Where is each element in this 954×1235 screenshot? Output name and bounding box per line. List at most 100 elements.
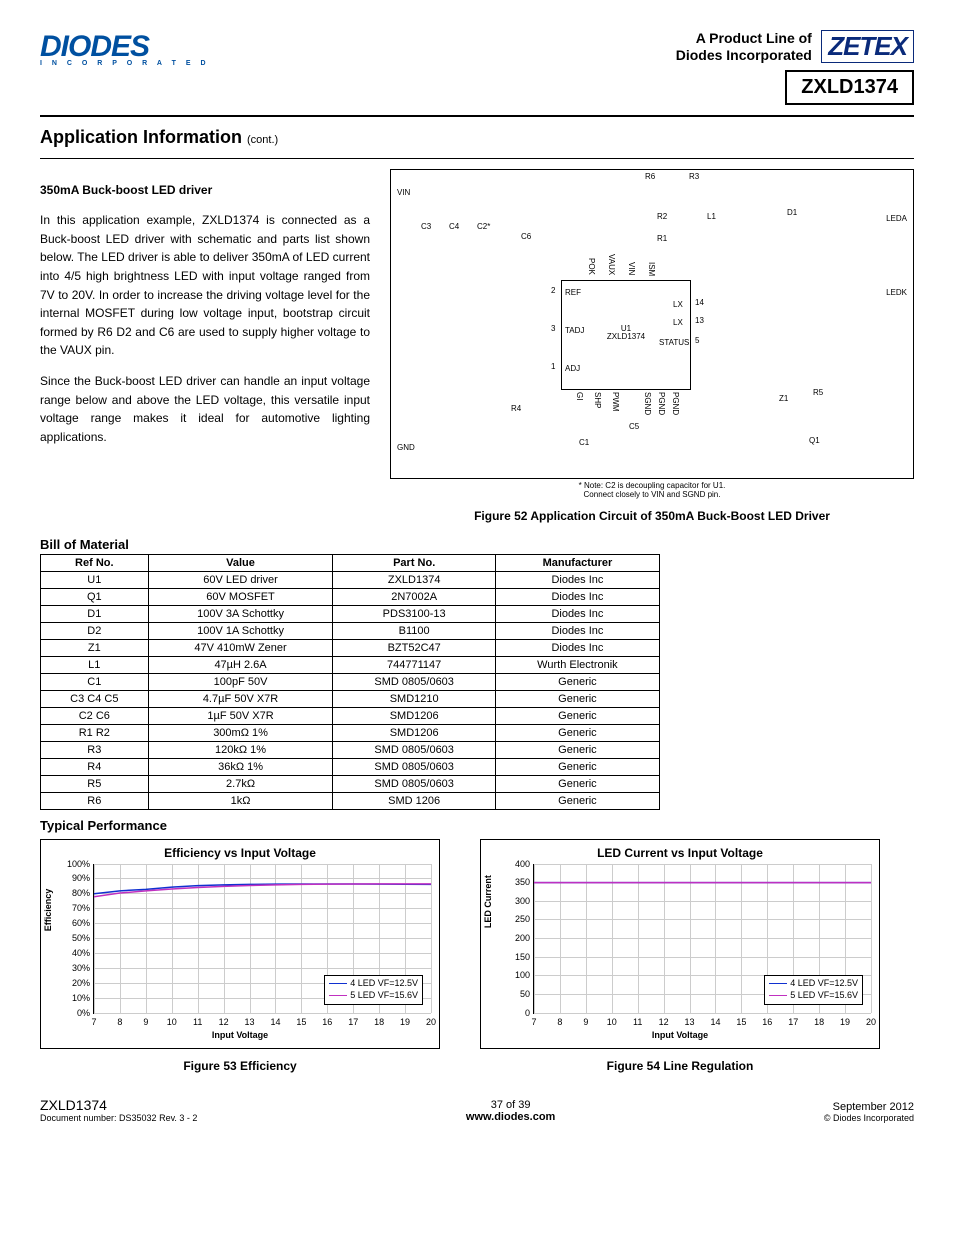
table-cell: 100V 1A Schottky bbox=[148, 622, 333, 639]
y-tick: 80% bbox=[54, 888, 90, 898]
table-cell: ZXLD1374 bbox=[333, 571, 495, 588]
comp-label: R4 bbox=[511, 404, 521, 413]
table-cell: Diodes Inc bbox=[495, 571, 659, 588]
y-tick: 100% bbox=[54, 859, 90, 869]
y-tick: 150 bbox=[494, 952, 530, 962]
pin-label: LX bbox=[673, 300, 683, 309]
table-row: Q160V MOSFET2N7002ADiodes Inc bbox=[41, 588, 660, 605]
table-cell: R4 bbox=[41, 758, 149, 775]
table-cell: 2N7002A bbox=[333, 588, 495, 605]
table-cell: 2.7kΩ bbox=[148, 775, 333, 792]
x-tick: 15 bbox=[736, 1017, 746, 1027]
table-cell: C3 C4 C5 bbox=[41, 690, 149, 707]
x-tick: 15 bbox=[296, 1017, 306, 1027]
y-tick: 0 bbox=[494, 1008, 530, 1018]
table-cell: R1 R2 bbox=[41, 724, 149, 741]
legend-label: 4 LED VF=12.5V bbox=[790, 978, 858, 988]
table-row: R61kΩSMD 1206Generic bbox=[41, 792, 660, 809]
plot-area: 0501001502002503003504007891011121314151… bbox=[533, 864, 871, 1014]
footer-center: 37 of 39 www.diodes.com bbox=[466, 1099, 555, 1123]
x-tick: 11 bbox=[193, 1017, 202, 1027]
legend-label: 5 LED VF=15.6V bbox=[790, 990, 858, 1000]
x-tick: 16 bbox=[322, 1017, 332, 1027]
x-tick: 14 bbox=[270, 1017, 280, 1027]
content-columns: 350mA Buck-boost LED driver In this appl… bbox=[40, 169, 914, 523]
table-cell: Diodes Inc bbox=[495, 622, 659, 639]
x-tick: 18 bbox=[374, 1017, 384, 1027]
table-cell: Generic bbox=[495, 673, 659, 690]
x-axis-label: Input Voltage bbox=[49, 1030, 431, 1040]
y-axis-label: Efficiency bbox=[43, 888, 53, 931]
x-tick: 13 bbox=[685, 1017, 695, 1027]
y-tick: 70% bbox=[54, 903, 90, 913]
x-axis-label: Input Voltage bbox=[489, 1030, 871, 1040]
x-tick: 9 bbox=[143, 1017, 148, 1027]
y-tick: 100 bbox=[494, 970, 530, 980]
chart-box: Efficiency vs Input Voltage Efficiency 0… bbox=[40, 839, 440, 1049]
table-row: U160V LED driverZXLD1374Diodes Inc bbox=[41, 571, 660, 588]
terminal-ledk: LEDK bbox=[886, 288, 907, 297]
y-tick: 30% bbox=[54, 963, 90, 973]
table-cell: SMD 1206 bbox=[333, 792, 495, 809]
table-cell: D1 bbox=[41, 605, 149, 622]
pin-label: ADJ bbox=[565, 364, 580, 373]
y-tick: 300 bbox=[494, 896, 530, 906]
pin-label: REF bbox=[565, 288, 581, 297]
table-cell: R3 bbox=[41, 741, 149, 758]
x-tick: 20 bbox=[866, 1017, 876, 1027]
y-tick: 60% bbox=[54, 918, 90, 928]
pin-num: 3 bbox=[551, 324, 555, 333]
x-tick: 12 bbox=[659, 1017, 669, 1027]
chart-box: LED Current vs Input Voltage LED Current… bbox=[480, 839, 880, 1049]
x-tick: 16 bbox=[762, 1017, 772, 1027]
pin-label: VAUX bbox=[607, 254, 616, 275]
x-tick: 14 bbox=[710, 1017, 720, 1027]
y-tick: 90% bbox=[54, 873, 90, 883]
x-tick: 11 bbox=[633, 1017, 642, 1027]
x-tick: 10 bbox=[167, 1017, 177, 1027]
y-tick: 40% bbox=[54, 948, 90, 958]
table-cell: BZT52C47 bbox=[333, 639, 495, 656]
x-tick: 19 bbox=[840, 1017, 850, 1027]
table-cell: SMD 0805/0603 bbox=[333, 741, 495, 758]
x-tick: 13 bbox=[245, 1017, 255, 1027]
table-cell: 100V 3A Schottky bbox=[148, 605, 333, 622]
x-tick: 8 bbox=[117, 1017, 122, 1027]
body-paragraph: In this application example, ZXLD1374 is… bbox=[40, 211, 370, 360]
schematic-note: * Note: C2 is decoupling capacitor for U… bbox=[390, 481, 914, 499]
chart-current: LED Current vs Input Voltage LED Current… bbox=[480, 839, 880, 1073]
comp-label: R3 bbox=[689, 172, 699, 181]
zetex-logo: ZETEX bbox=[821, 30, 914, 63]
diodes-logo-text: DIODES bbox=[40, 30, 149, 63]
table-cell: 36kΩ 1% bbox=[148, 758, 333, 775]
pin-num: 1 bbox=[551, 362, 555, 371]
footer-left: ZXLD1374 Document number: DS35032 Rev. 3… bbox=[40, 1097, 197, 1123]
table-cell: B1100 bbox=[333, 622, 495, 639]
pin-label: POK bbox=[587, 258, 596, 275]
section-heading: Application Information (cont.) bbox=[40, 127, 914, 148]
x-tick: 12 bbox=[219, 1017, 229, 1027]
x-tick: 8 bbox=[557, 1017, 562, 1027]
table-cell: Generic bbox=[495, 724, 659, 741]
comp-label: R5 bbox=[813, 388, 823, 397]
pin-num: 13 bbox=[695, 316, 704, 325]
table-row: L147µH 2.6A744771147Wurth Electronik bbox=[41, 656, 660, 673]
y-tick: 400 bbox=[494, 859, 530, 869]
terminal-vin: VIN bbox=[397, 188, 410, 197]
table-cell: L1 bbox=[41, 656, 149, 673]
page-header: DIODES I N C O R P O R A T E D A Product… bbox=[40, 30, 914, 105]
x-tick: 17 bbox=[348, 1017, 358, 1027]
table-cell: Generic bbox=[495, 707, 659, 724]
x-tick: 18 bbox=[814, 1017, 824, 1027]
pin-num: 2 bbox=[551, 286, 555, 295]
comp-label: L1 bbox=[707, 212, 716, 221]
comp-label: C5 bbox=[629, 422, 639, 431]
charts-row: Efficiency vs Input Voltage Efficiency 0… bbox=[40, 839, 914, 1073]
header-right: A Product Line of Diodes Incorporated ZE… bbox=[676, 30, 914, 105]
table-header: Value bbox=[148, 554, 333, 571]
comp-label: C2* bbox=[477, 222, 490, 231]
table-cell: 300mΩ 1% bbox=[148, 724, 333, 741]
pin-num: 14 bbox=[695, 298, 704, 307]
y-tick: 50 bbox=[494, 989, 530, 999]
pin-num: 5 bbox=[695, 336, 699, 345]
